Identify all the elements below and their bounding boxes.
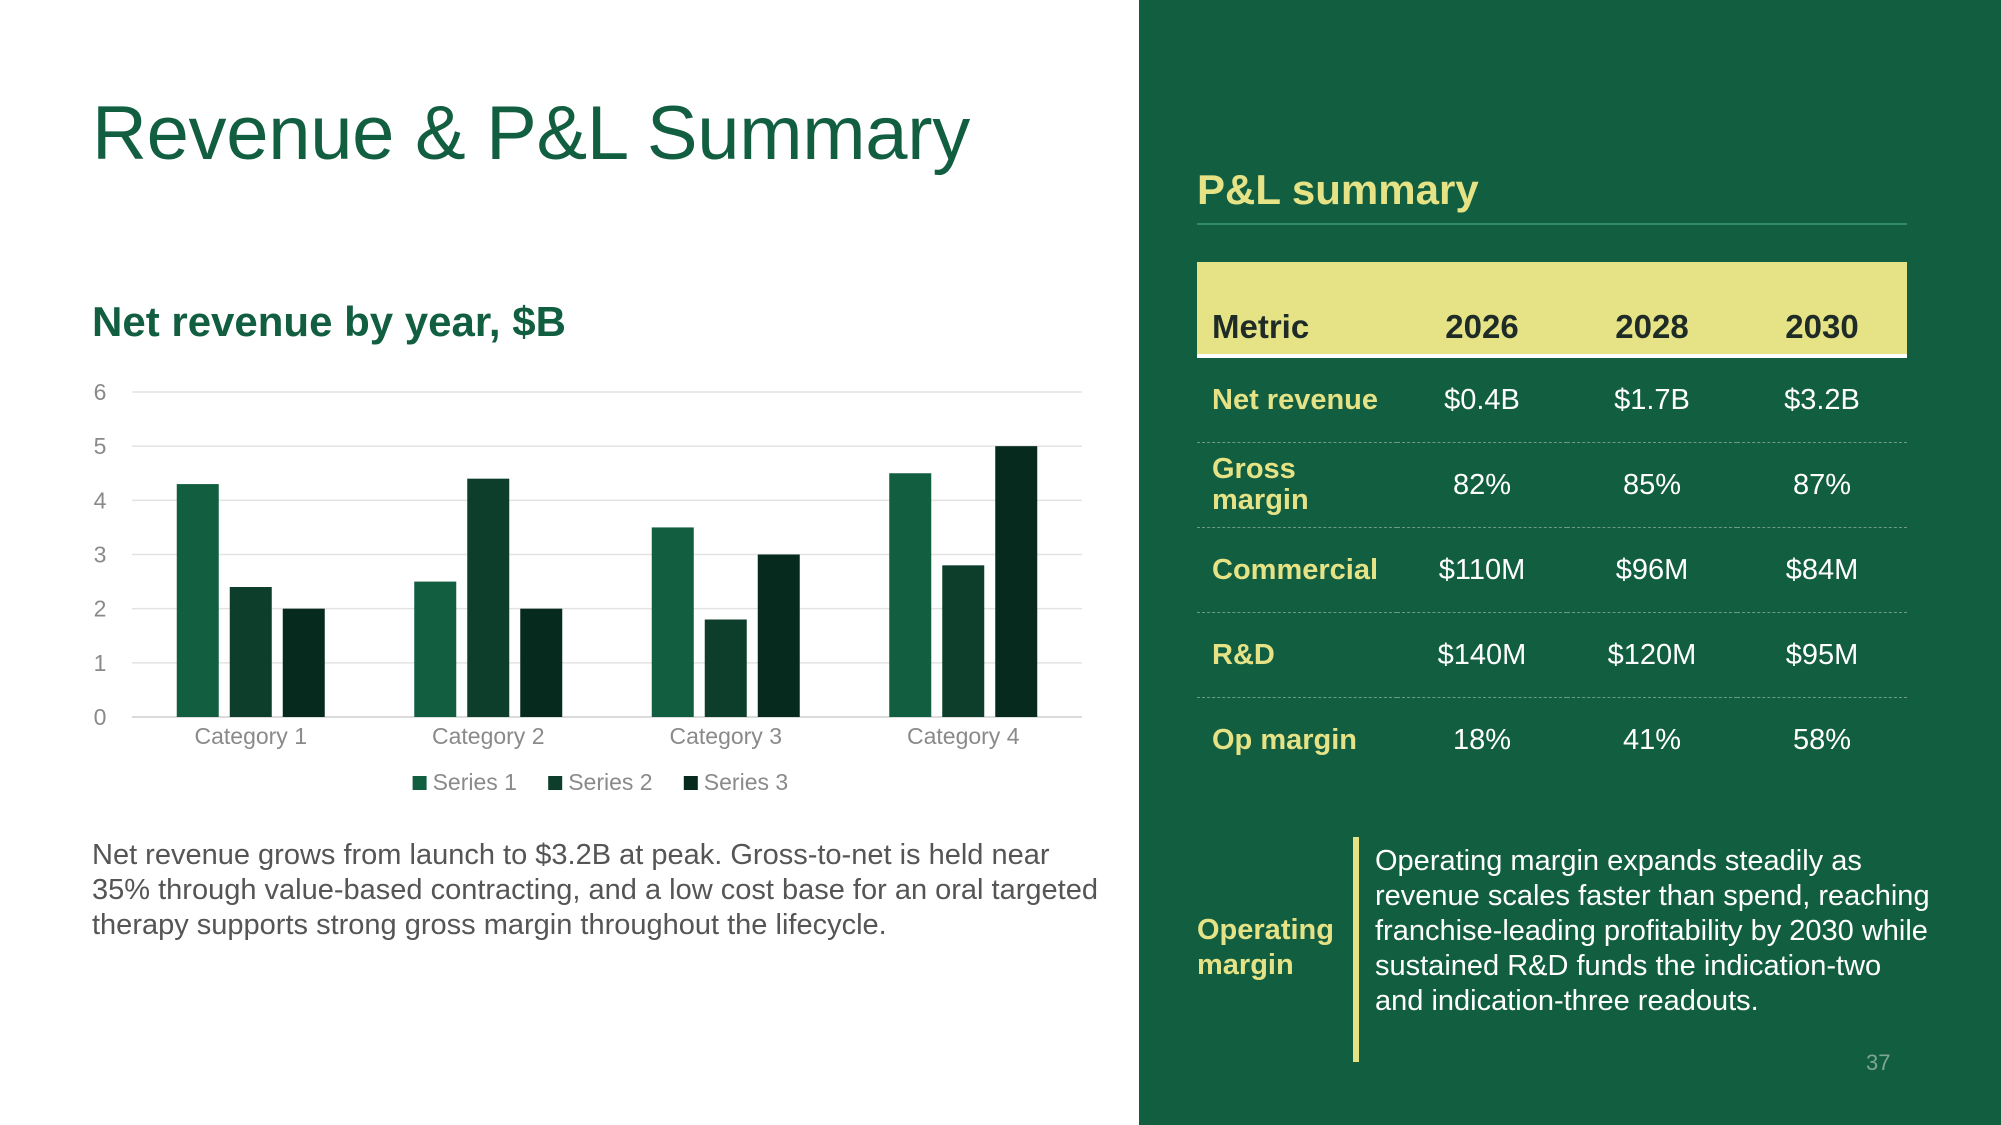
y-tick-label: 2 [94,596,107,622]
y-tick-label: 5 [94,433,107,459]
table-cell: $84M [1737,527,1907,613]
bar [704,619,747,717]
table-cell: 41% [1622,723,1682,756]
legend-swatch [548,776,563,790]
table-cell: 85% [1567,442,1737,528]
legend-swatch [683,776,698,790]
table-cell: 18% [1452,723,1512,756]
chart-title: Net revenue by year, $B [92,298,566,345]
x-tick-label: Category 1 [194,723,307,749]
page-number: 37 [1866,1050,1891,1075]
table-cell: $0.4B [1397,356,1567,443]
row-label: Commercial [1197,527,1397,613]
header-2030: 2030 [1737,262,1907,358]
slide-title: Revenue & P&L Summary [92,91,970,176]
row-label: Gross margin [1197,442,1397,528]
bar [520,608,563,717]
bar [282,608,325,717]
bar [229,587,272,717]
y-tick-label: 4 [94,487,107,513]
table-header-row: Metric 2026 2028 2030 [1197,262,1907,358]
bar [176,484,219,717]
bar [757,554,800,717]
callout-accent-bar [1353,837,1359,1062]
bar [651,527,694,717]
table-cell: $95M [1737,612,1907,698]
x-tick-label: Category 3 [669,723,782,749]
header-metric: Metric [1197,262,1397,358]
table-cell: 87% [1737,442,1907,528]
table-row: Op margin 18% 41% 58% [1197,698,1907,783]
table-row: R&D $140M $120M $95M [1197,612,1907,698]
table-cell: $110M [1397,527,1567,613]
table-cell: $120M [1567,612,1737,698]
pl-table: Metric 2026 2028 2030 Net revenue $0.4B … [1197,262,1907,782]
x-tick-label: Category 2 [432,723,545,749]
row-label: R&D [1197,612,1397,698]
table-cell: 82% [1397,442,1567,528]
bar [414,581,457,717]
x-tick-label: Category 4 [907,723,1020,749]
table-row: Gross margin 82% 85% 87% [1197,442,1907,528]
row-label: Net revenue [1197,356,1397,443]
table-row: Net revenue $0.4B $1.7B $3.2B [1197,356,1907,443]
legend-label: Series 3 [704,769,788,795]
bar [942,565,985,717]
bar [467,478,510,717]
y-tick-label: 6 [94,379,107,405]
legend-label: Series 2 [568,769,652,795]
callout-text: Operating margin expands steadily as rev… [1375,845,1930,1017]
legend-label: Series 1 [433,769,517,795]
table-cell: $140M [1397,612,1567,698]
bar [889,473,932,717]
row-label: Op margin [1212,723,1358,756]
panel-divider [1197,223,1907,225]
table-cell: 58% [1792,723,1852,756]
y-tick-label: 0 [94,704,107,730]
panel-title: P&L summary [1197,166,1479,213]
legend-swatch [412,776,427,790]
y-tick-label: 3 [94,542,107,568]
header-2028: 2028 [1567,262,1737,358]
pl-summary-panel: P&L summary Metric 2026 2028 2030 Net re… [1139,0,2001,1125]
bar [995,446,1038,717]
header-2026: 2026 [1397,262,1567,358]
table-cell: $3.2B [1737,356,1907,443]
callout-label: Operating margin [1197,914,1334,981]
revenue-bar-chart: 0 1 2 3 4 5 6 Category 1 Category 2 Category 3 Cat… [94,379,1082,795]
y-tick-label: 1 [94,650,107,676]
chart-description: Net revenue grows from launch to $3.2B a… [92,839,1098,941]
table-cell: $1.7B [1567,356,1737,443]
table-row: Commercial $110M $96M $84M [1197,527,1907,613]
table-cell: $96M [1567,527,1737,613]
